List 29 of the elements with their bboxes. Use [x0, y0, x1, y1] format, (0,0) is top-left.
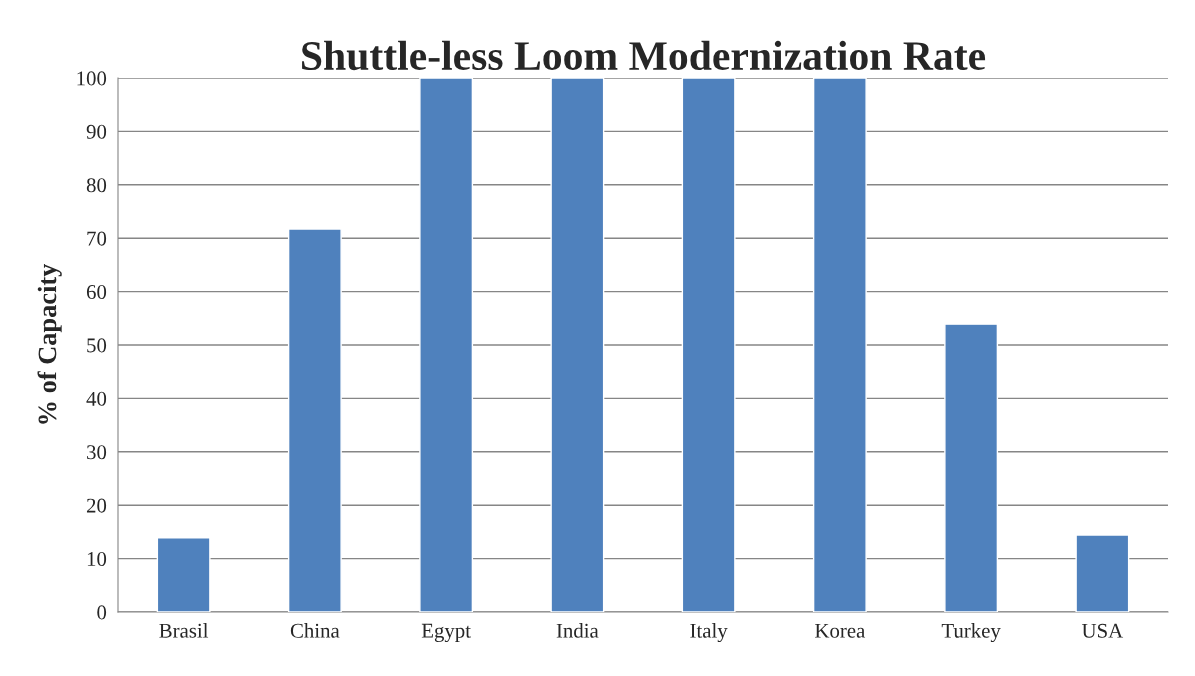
y-tick-label: 100	[77, 71, 107, 86]
bar	[287, 228, 342, 612]
y-tick-label: 50	[87, 338, 107, 353]
bar	[944, 323, 999, 612]
x-tick-label: India	[556, 623, 599, 638]
bar	[1075, 534, 1130, 612]
y-tick-label: 70	[87, 231, 107, 246]
y-tick-label: 40	[86, 391, 107, 406]
bar	[156, 537, 211, 612]
bar	[812, 78, 867, 612]
y-tick-label: 90	[86, 124, 107, 139]
x-tick-label: Korea	[815, 623, 866, 638]
y-axis-title: % of Capacity	[37, 263, 62, 424]
y-tick-label: 20	[86, 498, 107, 513]
y-tick-label: 10	[87, 551, 107, 567]
chart-title: Shuttle-less Loom Modernization Rate	[302, 40, 986, 71]
x-tick-label: China	[290, 623, 340, 638]
y-tick-label: 60	[86, 284, 107, 300]
bar	[681, 78, 736, 612]
y-tick-label: 0	[97, 605, 107, 620]
bar	[550, 78, 605, 612]
bar	[419, 78, 474, 612]
x-tick-label: Turkey	[941, 623, 1001, 643]
x-tick-label: Egypt	[421, 623, 471, 642]
x-tick-label: USA	[1081, 623, 1124, 638]
x-tick-label: Brasil	[159, 623, 209, 638]
y-tick-label: 80	[86, 178, 107, 193]
y-tick-label: 30	[87, 445, 107, 460]
x-tick-label: Italy	[690, 623, 728, 643]
